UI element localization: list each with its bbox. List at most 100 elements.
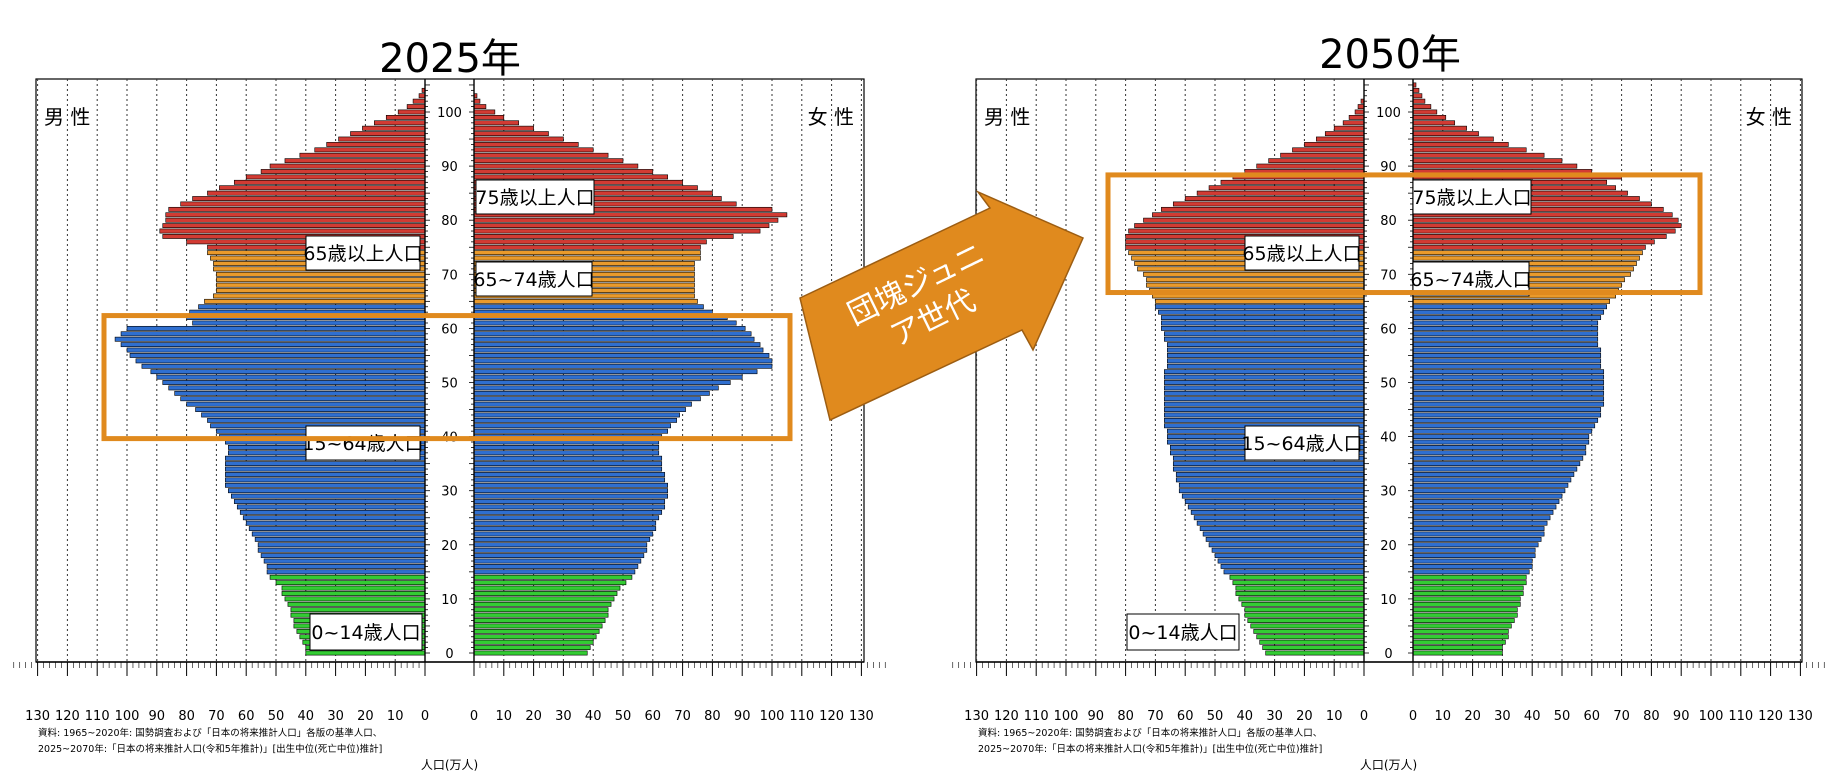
bar-male-age-20 bbox=[1208, 542, 1365, 548]
x-tick-label-male: 10 bbox=[387, 709, 404, 724]
bar-male-age-6 bbox=[1247, 618, 1365, 623]
bar-female-age-47 bbox=[473, 396, 701, 402]
bar-female-age-62 bbox=[1412, 315, 1602, 320]
bar-male-age-96 bbox=[350, 131, 426, 137]
bar-female-age-102 bbox=[1412, 98, 1426, 104]
bar-female-age-93 bbox=[473, 147, 594, 153]
bar-female-age-21 bbox=[1412, 536, 1542, 542]
bar-female-age-77 bbox=[1412, 234, 1667, 239]
source-note-1: 資料: 1965~2020年: 国勢調査および「日本の将来推計人口」各版の基準人… bbox=[38, 727, 382, 739]
bar-male-age-22 bbox=[1202, 531, 1365, 537]
bar-female-age-12 bbox=[1412, 585, 1524, 591]
x-tick-label-female: 70 bbox=[1613, 709, 1630, 724]
bar-male-age-78 bbox=[159, 228, 426, 234]
age-tick-label: 80 bbox=[441, 214, 458, 229]
bar-female-age-75 bbox=[473, 244, 701, 250]
bar-female-age-45 bbox=[473, 407, 686, 412]
bar-male-age-21 bbox=[1205, 536, 1365, 542]
x-tick-label-female: 130 bbox=[1788, 709, 1813, 724]
bar-male-age-79 bbox=[1134, 223, 1365, 229]
bar-male-age-51 bbox=[1164, 374, 1365, 380]
bar-female-age-100 bbox=[473, 109, 496, 115]
bar-male-age-97 bbox=[1333, 125, 1365, 131]
x-tick-label-male: 40 bbox=[298, 709, 315, 724]
bar-female-age-14 bbox=[473, 574, 633, 580]
bar-male-age-58 bbox=[114, 336, 426, 342]
bar-female-age-29 bbox=[473, 493, 668, 499]
bar-female-age-99 bbox=[1412, 115, 1447, 120]
bar-male-age-25 bbox=[242, 515, 426, 521]
bar-male-age-81 bbox=[165, 212, 426, 218]
bar-female-age-41 bbox=[473, 428, 668, 434]
bar-male-age-2 bbox=[1259, 639, 1365, 645]
bar-male-age-32 bbox=[225, 477, 426, 483]
bar-male-age-99 bbox=[1348, 115, 1365, 120]
bar-male-age-21 bbox=[254, 536, 426, 542]
bar-male-age-27 bbox=[1187, 504, 1365, 510]
bar-female-age-33 bbox=[1412, 472, 1575, 477]
band-label-box bbox=[1412, 179, 1532, 215]
bar-female-age-48 bbox=[473, 390, 710, 396]
source-note-2: 2025~2070年:「日本の将来推計人口(令和5年推計)」[出生中位(死亡中位… bbox=[978, 743, 1322, 755]
bar-male-age-82 bbox=[168, 206, 426, 212]
bar-female-age-0 bbox=[473, 650, 588, 656]
chart-title: 2025年 bbox=[379, 36, 521, 82]
bar-male-age-95 bbox=[338, 136, 426, 142]
bar-female-age-98 bbox=[473, 120, 520, 126]
bar-male-age-43 bbox=[1164, 417, 1365, 423]
female-label: 女 性 bbox=[1746, 105, 1792, 129]
age-tick-label: 60 bbox=[1380, 322, 1397, 337]
bar-male-age-11 bbox=[1235, 591, 1365, 596]
bar-female-age-99 bbox=[473, 115, 505, 120]
bar-female-age-17 bbox=[473, 558, 642, 564]
bar-male-age-28 bbox=[233, 499, 426, 504]
bar-male-age-18 bbox=[260, 553, 426, 559]
bar-female-age-1 bbox=[473, 645, 591, 650]
bar-male-age-102 bbox=[412, 98, 426, 104]
bar-female-age-10 bbox=[1412, 596, 1521, 602]
x-tick-label-male: 50 bbox=[268, 709, 285, 724]
bar-female-age-6 bbox=[1412, 618, 1515, 623]
bar-female-age-26 bbox=[473, 509, 663, 515]
bar-female-age-38 bbox=[1412, 445, 1587, 450]
x-tick-label-female: 120 bbox=[1758, 709, 1783, 724]
age-tick-label: 30 bbox=[1380, 485, 1397, 500]
bar-male-age-57 bbox=[120, 342, 426, 348]
bar-female-age-58 bbox=[1412, 336, 1599, 342]
bar-female-age-52 bbox=[1412, 369, 1605, 375]
male-label: 男 性 bbox=[44, 105, 90, 129]
bar-male-age-56 bbox=[1167, 347, 1365, 353]
bar-female-age-41 bbox=[1412, 428, 1593, 434]
bar-female-age-51 bbox=[1412, 374, 1605, 380]
bar-male-age-17 bbox=[263, 558, 426, 564]
band-label: 75歳以上人口 bbox=[475, 187, 594, 209]
bar-female-age-45 bbox=[1412, 407, 1602, 412]
bar-male-age-23 bbox=[248, 526, 426, 531]
age-tick-label: 0 bbox=[1384, 647, 1392, 662]
bar-male-age-4 bbox=[1253, 628, 1365, 634]
bar-female-age-39 bbox=[1412, 439, 1590, 445]
bar-female-age-47 bbox=[1412, 396, 1605, 402]
bar-male-age-0 bbox=[305, 650, 426, 656]
bar-female-age-76 bbox=[1412, 239, 1655, 245]
x-tick-label-female: 100 bbox=[1699, 709, 1724, 724]
bar-female-age-35 bbox=[1412, 461, 1581, 467]
bar-male-age-8 bbox=[1244, 607, 1365, 613]
bar-male-age-59 bbox=[1164, 331, 1365, 337]
arrow-shape bbox=[799, 190, 1084, 422]
bar-male-age-86 bbox=[1208, 185, 1365, 191]
bar-male-age-45 bbox=[1164, 407, 1365, 412]
bar-female-age-55 bbox=[1412, 353, 1602, 358]
bar-male-age-43 bbox=[207, 417, 426, 423]
band-label: 0~14歳人口 bbox=[311, 622, 420, 644]
x-tick-label-female: 110 bbox=[1728, 709, 1753, 724]
x-tick-label-female: 80 bbox=[1643, 709, 1660, 724]
band-label-box bbox=[475, 179, 595, 215]
bar-female-age-102 bbox=[473, 98, 481, 104]
bar-male-age-98 bbox=[1342, 120, 1365, 126]
bar-male-age-15 bbox=[266, 569, 426, 575]
bar-female-age-21 bbox=[473, 536, 651, 542]
bar-male-age-101 bbox=[406, 104, 426, 109]
bar-male-age-26 bbox=[1190, 509, 1365, 515]
